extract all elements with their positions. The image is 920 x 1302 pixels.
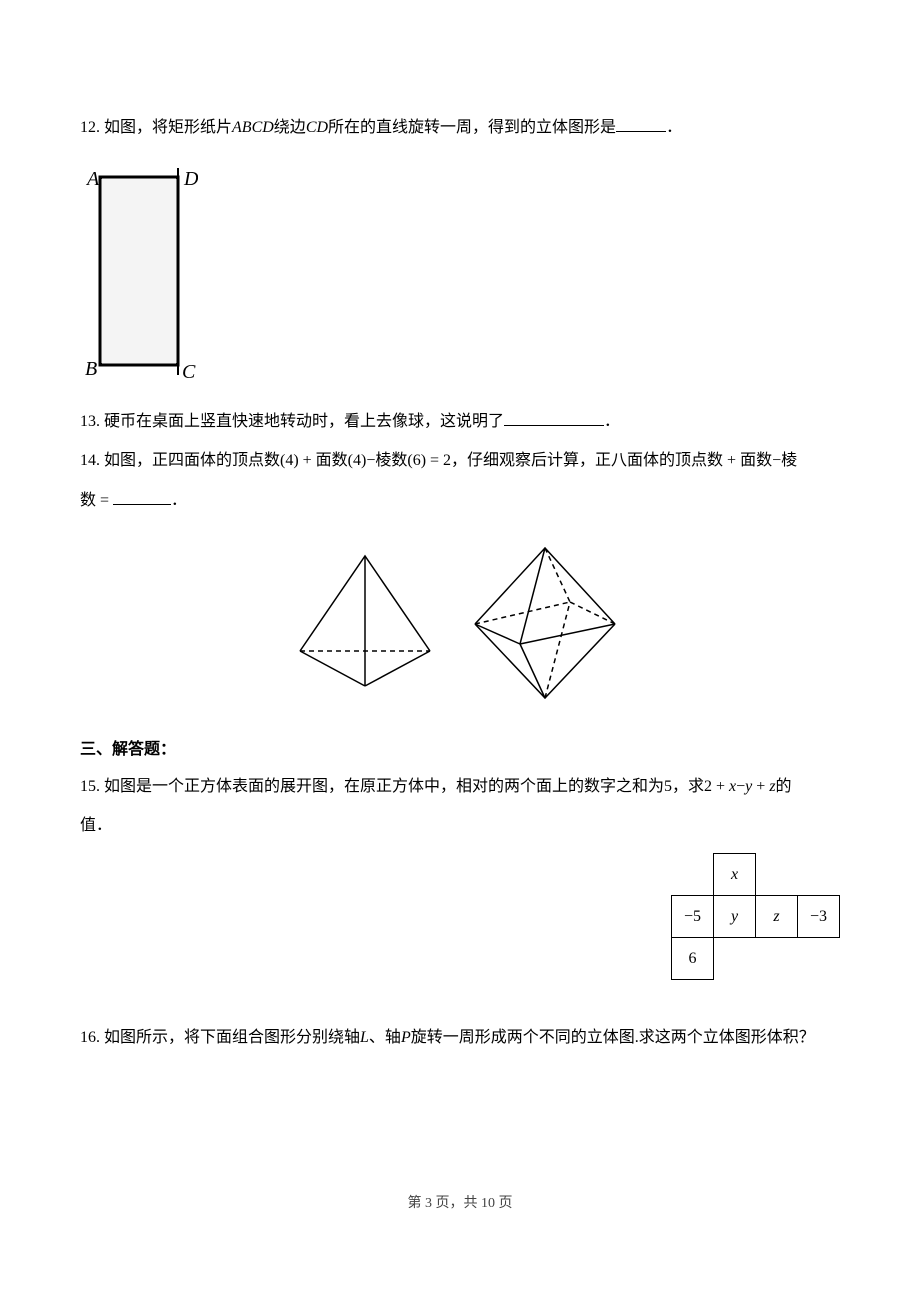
polyhedra-svg	[270, 536, 650, 706]
spacer	[80, 980, 840, 1020]
net-z: z	[773, 908, 779, 925]
q16-L: L	[360, 1029, 369, 1046]
q16-text-c: 旋转一周形成两个不同的立体图.求这两个立体图形体积？	[411, 1029, 815, 1046]
net-neg5: −5	[684, 908, 701, 925]
q15-text-d: 的	[776, 778, 792, 795]
q13-text-a: 硬币在桌面上竖直快速地转动时，看上去像球，这说明了	[104, 413, 504, 430]
question-12: 12. 如图，将矩形纸片ABCD绕边CD所在的直线旋转一周，得到的立体图形是 ．	[80, 110, 840, 145]
question-16: 16. 如图所示，将下面组合图形分别绕轴L、轴P旋转一周形成两个不同的立体图.求…	[80, 1020, 840, 1055]
q12-figure: A D B C	[80, 163, 840, 388]
footer-page: 3	[425, 1196, 432, 1211]
net-6: 6	[689, 950, 697, 967]
q14-text-a: 如图，正四面体的顶点数(4) + 面数(4)−棱数(6) = 2，仔细观察后计算…	[104, 452, 797, 469]
q12-text-a: 如图，将矩形纸片	[104, 119, 232, 136]
q15-text-b: −	[736, 778, 745, 795]
q14-text-c: ．	[171, 492, 187, 509]
q14-number: 14.	[80, 452, 100, 469]
q16-text-b: 、轴	[369, 1029, 401, 1046]
q15-text-e: 值．	[80, 817, 112, 834]
q16-number: 16.	[80, 1029, 100, 1046]
label-B: B	[85, 358, 97, 380]
q13-number: 13.	[80, 413, 100, 430]
question-14-line2: 数 = ．	[80, 483, 840, 518]
question-15: 15. 如图是一个正方体表面的展开图，在原正方体中，相对的两个面上的数字之和为5…	[80, 769, 840, 804]
q13-text-b: ．	[604, 413, 620, 430]
footer-a: 第	[408, 1196, 426, 1211]
footer-b: 页，共	[432, 1196, 481, 1211]
q12-edge-name: CD	[306, 119, 328, 136]
net-neg3: −3	[810, 908, 827, 925]
rectangle-diagram: A D B C	[80, 163, 198, 383]
tetrahedron-icon	[300, 556, 430, 686]
cube-net-table: x −5 y z −3 6	[671, 853, 840, 980]
q16-text-a: 如图所示，将下面组合图形分别绕轴	[104, 1029, 360, 1046]
octahedron-icon	[475, 548, 615, 698]
question-15-line2: 值．	[80, 808, 840, 843]
q13-blank	[504, 410, 604, 426]
q12-blank	[616, 116, 666, 132]
label-D: D	[183, 168, 198, 190]
q12-rect-name: ABCD	[232, 119, 274, 136]
footer-c: 页	[495, 1196, 513, 1211]
q12-number: 12.	[80, 119, 100, 136]
q15-number: 15.	[80, 778, 100, 795]
label-C: C	[182, 361, 196, 383]
net-y: y	[731, 908, 738, 925]
q12-text-b: 绕边	[274, 119, 306, 136]
q12-text-d: ．	[666, 119, 682, 136]
footer-total: 10	[481, 1196, 495, 1211]
q16-P: P	[401, 1029, 411, 1046]
q12-text-c: 所在的直线旋转一周，得到的立体图形是	[328, 119, 616, 136]
q15-text-c: +	[752, 778, 769, 795]
q14-text-b: 数 =	[80, 492, 109, 509]
polyhedra-figure	[80, 536, 840, 711]
question-14: 14. 如图，正四面体的顶点数(4) + 面数(4)−棱数(6) = 2，仔细观…	[80, 443, 840, 478]
net-x: x	[731, 866, 738, 883]
page-footer: 第 3 页，共 10 页	[0, 1192, 920, 1212]
question-13: 13. 硬币在桌面上竖直快速地转动时，看上去像球，这说明了 ．	[80, 404, 840, 439]
q14-blank	[113, 489, 171, 505]
q15-text-a: 如图是一个正方体表面的展开图，在原正方体中，相对的两个面上的数字之和为5，求2 …	[104, 778, 729, 795]
label-A: A	[85, 168, 100, 190]
cube-net-figure: x −5 y z −3 6	[671, 853, 840, 980]
section-3-title: 三、解答题：	[80, 735, 840, 759]
